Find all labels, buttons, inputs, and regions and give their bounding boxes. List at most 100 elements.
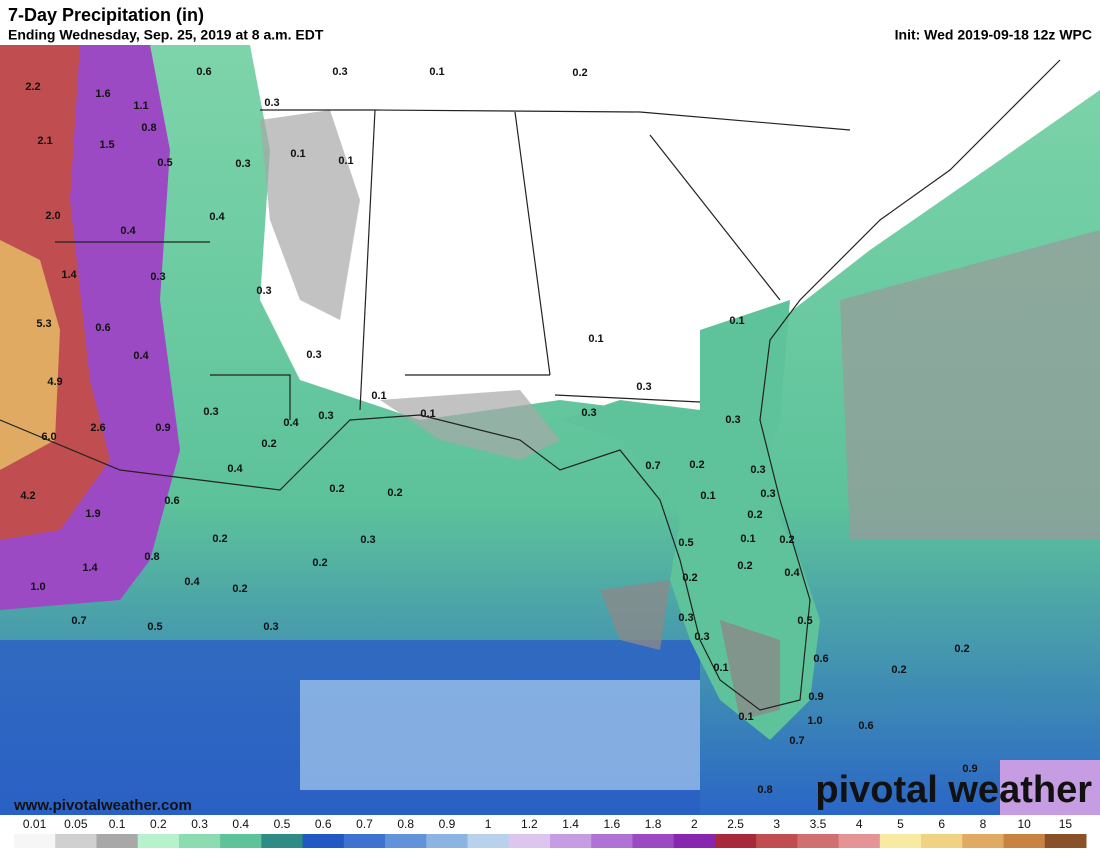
colorbar-label: 1 (485, 817, 492, 831)
colorbar-label: 0.05 (64, 817, 88, 831)
colorbar-swatch (508, 834, 551, 848)
colorbar-label: 0.5 (274, 817, 291, 831)
map-label: 0.2 (329, 483, 344, 495)
colorbar-swatch (797, 834, 840, 848)
colorbar-swatch (591, 834, 633, 848)
map-label: 0.3 (678, 612, 693, 624)
map-label: 0.2 (779, 534, 794, 546)
map-label: 0.3 (264, 97, 279, 109)
map-label: 0.2 (682, 572, 697, 584)
map-label: 0.2 (387, 487, 402, 499)
colorbar-label: 2.5 (727, 817, 744, 831)
colorbar-label: 4 (856, 817, 863, 831)
map-label: 0.4 (120, 225, 136, 237)
colorbar-label: 3 (773, 817, 780, 831)
colorbar-label: 0.6 (315, 817, 332, 831)
colorbar-label: 0.7 (356, 817, 373, 831)
map-label: 0.2 (232, 583, 247, 595)
map-label: 1.4 (61, 269, 77, 281)
map-label: 0.6 (95, 322, 110, 334)
colorbar-swatch (714, 834, 757, 848)
map-label: 0.2 (572, 67, 587, 79)
colorbar-label: 6 (938, 817, 945, 831)
map-label: 0.9 (808, 691, 823, 703)
map-label: 4.2 (20, 490, 35, 502)
map-label: 0.8 (141, 122, 156, 134)
website: www.pivotalweather.com (13, 797, 192, 814)
map-label: 0.1 (371, 390, 386, 402)
colorbar-label: 1.8 (645, 817, 662, 831)
colorbar-label: 0.1 (109, 817, 126, 831)
map-label: 0.7 (789, 735, 804, 747)
colorbar-label: 0.01 (23, 817, 47, 831)
map (0, 45, 1100, 815)
map-label: 0.1 (338, 155, 353, 167)
map-label: 0.1 (738, 711, 753, 723)
colorbar-label: 1.4 (562, 817, 579, 831)
colorbar: 0.01 0.05 0.1 0.2 0.3 0.4 0.5 0.6 0.7 0.8 0.9 1 1.2 1… (14, 817, 1087, 848)
map-label: 2.2 (25, 81, 40, 93)
map-label: 0.4 (283, 417, 299, 429)
colorbar-label: 0.8 (397, 817, 414, 831)
map-label: 1.6 (95, 88, 110, 100)
map-label: 0.8 (144, 551, 159, 563)
map-label: 0.4 (209, 211, 225, 223)
map-label: 0.4 (133, 350, 149, 362)
map-label: 0.3 (581, 407, 596, 419)
map-label: 0.6 (196, 66, 211, 78)
map-label: 0.3 (760, 488, 775, 500)
map-label: 0.9 (962, 763, 977, 775)
map-label: 0.3 (318, 410, 333, 422)
map-label: 0.3 (332, 66, 347, 78)
colorbar-swatch (137, 834, 180, 848)
colorbar-label: 2 (691, 817, 698, 831)
colorbar-swatch (673, 834, 716, 848)
colorbar-label: 3.5 (810, 817, 827, 831)
map-label: 0.4 (784, 567, 800, 579)
map-label: 0.3 (306, 349, 321, 361)
map-label: 1.5 (99, 139, 114, 151)
colorbar-swatch (14, 834, 56, 848)
colorbar-label: 5 (897, 817, 904, 831)
map-label: 0.2 (891, 664, 906, 676)
colorbar-label: 1.2 (521, 817, 538, 831)
map-label: 0.5 (678, 537, 693, 549)
map-label: 0.3 (360, 534, 375, 546)
map-label: 1.0 (30, 581, 45, 593)
colorbar-swatch (343, 834, 386, 848)
map-label: 0.2 (747, 509, 762, 521)
colorbar-swatch (838, 834, 881, 848)
map-label: 0.1 (588, 333, 603, 345)
colorbar-swatch (55, 834, 97, 848)
colorbar-swatch (178, 834, 221, 848)
map-label: 0.7 (645, 460, 660, 472)
colorbar-swatch (921, 834, 963, 848)
map-label: 0.7 (71, 615, 86, 627)
map-label: 0.4 (184, 576, 200, 588)
colorbar-swatch (879, 834, 922, 848)
map-label: 0.3 (694, 631, 709, 643)
map-label: 0.1 (713, 662, 728, 674)
map-label: 5.3 (36, 318, 51, 330)
map-label: 0.3 (725, 414, 740, 426)
colorbar-swatch (1003, 834, 1046, 848)
colorbar-swatch (632, 834, 675, 848)
colorbar-label: 0.9 (439, 817, 456, 831)
map-label: 6.0 (41, 431, 56, 443)
colorbar-label: 10 (1017, 817, 1031, 831)
map-label: 0.1 (290, 148, 305, 160)
map-label: 1.9 (85, 508, 100, 520)
map-label: 0.6 (164, 495, 179, 507)
map-label: 0.3 (150, 271, 165, 283)
colorbar-label: 1.6 (604, 817, 621, 831)
map-label: 1.1 (133, 100, 148, 112)
map-label: 0.3 (256, 285, 271, 297)
colorbar-label: 15 (1059, 817, 1073, 831)
map-label: 0.2 (689, 459, 704, 471)
map-label: 0.5 (157, 157, 172, 169)
map-label: 1.0 (807, 715, 822, 727)
colorbar-swatch (962, 834, 1005, 848)
map-label: 0.1 (740, 533, 755, 545)
map-label: 0.2 (737, 560, 752, 572)
